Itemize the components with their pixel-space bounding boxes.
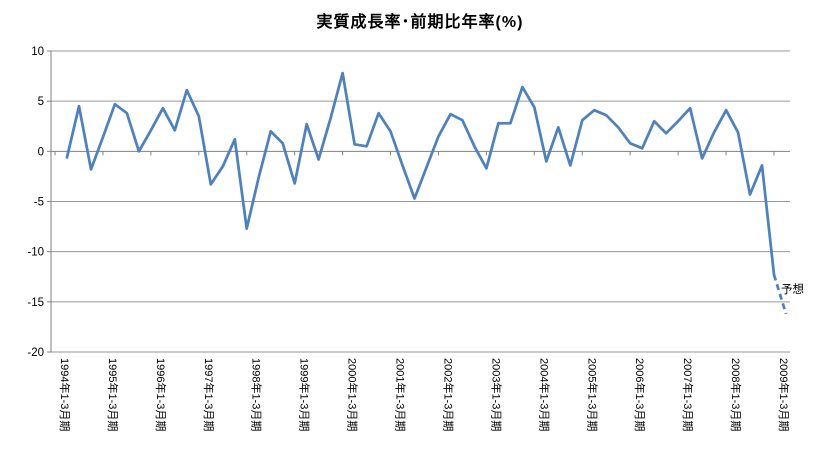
x-axis-label: 2008年1-3月期 (729, 358, 743, 431)
y-axis-label: 5 (38, 96, 44, 108)
x-axis-label: 2000年1-3月期 (346, 358, 360, 431)
y-axis-label: -10 (27, 247, 44, 259)
x-axis-label: 2004年1-3月期 (537, 358, 551, 431)
x-axis-label: 1995年1-3月期 (106, 358, 120, 431)
y-axis-label: 0 (38, 146, 44, 158)
x-axis-label: 2009年1-3月期 (777, 358, 791, 431)
x-axis-label: 2005年1-3月期 (585, 358, 599, 431)
x-axis-label: 1994年1-3月期 (58, 358, 72, 431)
x-axis-label: 2007年1-3月期 (681, 358, 695, 431)
x-axis-label: 1998年1-3月期 (250, 358, 264, 431)
x-axis-label: 2003年1-3月期 (489, 358, 503, 431)
x-axis-label: 1996年1-3月期 (154, 358, 168, 431)
x-axis-label: 1999年1-3月期 (298, 358, 312, 431)
y-axis-label: -15 (27, 297, 44, 309)
chart-title: 実質成長率･前期比年率(%) (316, 14, 524, 31)
x-axis-label: 1997年1-3月期 (202, 358, 216, 431)
y-axis-label: -20 (27, 347, 44, 359)
y-axis-label: -5 (34, 197, 44, 209)
forecast-dashed-line (772, 274, 788, 315)
data-line (65, 71, 776, 277)
x-axis-label: 2006年1-3月期 (633, 358, 647, 431)
forecast-annotation: 予想 (781, 282, 804, 296)
x-axis-label: 2002年1-3月期 (441, 358, 455, 431)
y-axis-label: 10 (31, 46, 44, 58)
x-axis-label: 2001年1-3月期 (394, 358, 408, 431)
